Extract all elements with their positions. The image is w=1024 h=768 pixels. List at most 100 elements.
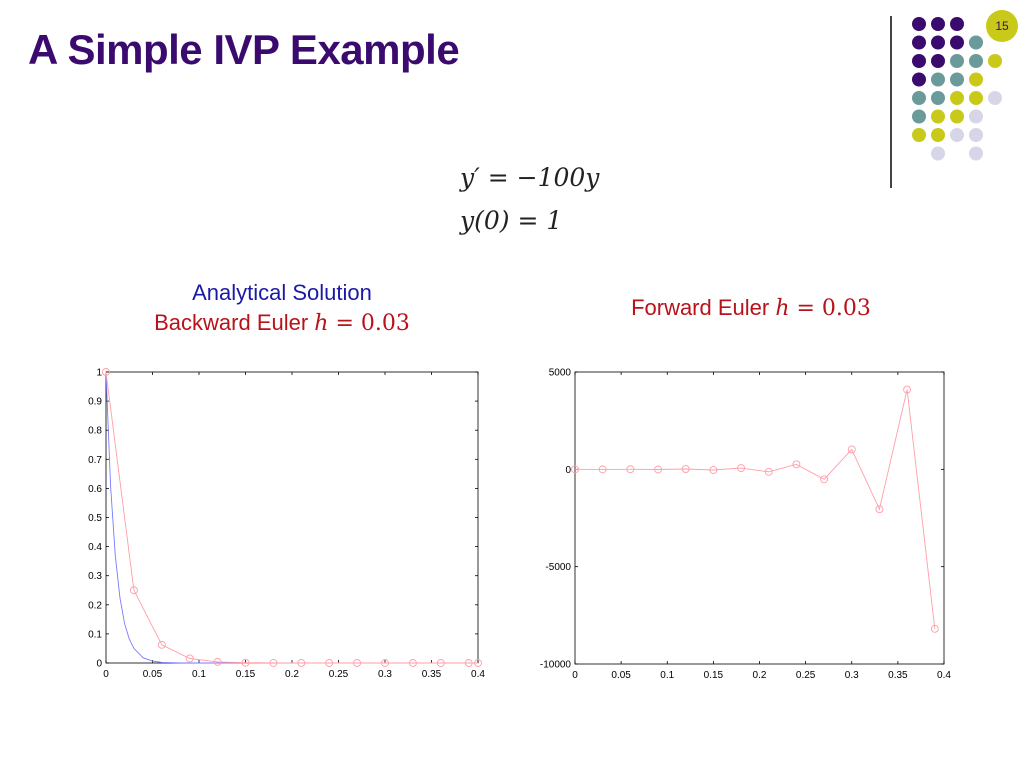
y-tick-label: 0.2: [88, 600, 102, 611]
data-point: [875, 505, 884, 514]
caption-backward-euler-text: Backward Euler: [154, 310, 315, 335]
decorative-dot: [912, 54, 926, 68]
x-tick-label: 0.05: [611, 670, 631, 681]
decorative-dot: [912, 91, 926, 105]
x-tick-label: 0.35: [888, 670, 908, 681]
equation-initial-condition: y(0) = 1: [460, 206, 563, 235]
series-line-1: [105, 371, 478, 664]
data-point: [185, 654, 194, 663]
decorative-dot: [912, 109, 926, 124]
data-point: [820, 475, 829, 484]
decorative-dot: [931, 109, 945, 124]
y-tick-label: 0.3: [88, 571, 102, 582]
series-line-0: [574, 389, 936, 629]
y-tick-label: 1: [96, 368, 102, 379]
decorative-dot: [912, 72, 926, 87]
ivp-equations: y′ = −100y y(0) = 1: [460, 156, 599, 242]
y-tick-label: 0.6: [88, 484, 102, 495]
decorative-dot: [912, 17, 926, 31]
y-tick-label: 0: [96, 659, 102, 670]
caption-forward-euler: Forward Euler h = 0.03: [598, 293, 904, 324]
data-point: [930, 624, 939, 633]
decorative-dot: [950, 54, 964, 68]
y-tick-label: 0.7: [88, 455, 102, 466]
y-tick-label: -10000: [540, 660, 572, 671]
x-tick-label: 0.1: [660, 670, 674, 681]
data-point: [157, 640, 166, 649]
caption-forward-euler-text: Forward Euler: [631, 295, 776, 320]
equation-ode: y′ = −100y: [460, 163, 600, 192]
right-plot-caption: Forward Euler h = 0.03: [598, 293, 904, 324]
caption-analytical: Analytical Solution: [192, 280, 372, 305]
y-tick-label: 0.5: [88, 513, 102, 524]
x-tick-label: 0.05: [143, 669, 163, 680]
caption-forward-euler-var: h: [775, 296, 790, 321]
x-tick-label: 0.4: [937, 670, 951, 681]
decorative-dot: [969, 35, 983, 50]
y-tick-label: 0.9: [88, 397, 102, 408]
decorative-dot: [931, 35, 945, 50]
decorative-dot: [950, 91, 964, 105]
data-point: [102, 368, 110, 376]
plot-frame: [574, 371, 945, 665]
data-point: [464, 659, 473, 667]
x-tick-label: 0.25: [329, 669, 349, 680]
data-point: [681, 465, 690, 473]
x-tick-label: 0.4: [471, 669, 485, 680]
data-point: [654, 465, 662, 474]
decorative-dot: [969, 91, 983, 105]
caption-backward-euler-var: h: [314, 311, 329, 336]
decorative-dot: [931, 54, 945, 68]
data-point: [297, 659, 306, 667]
decorative-dot: [950, 109, 964, 124]
data-point: [598, 465, 607, 474]
data-point: [213, 657, 222, 666]
x-tick-label: 0.2: [753, 670, 767, 681]
data-point: [129, 586, 138, 595]
y-tick-label: -5000: [545, 562, 571, 573]
data-point: [903, 385, 912, 394]
forward-euler-plot: 0 0.05 0.1 0.15 0.2 0.25 0.3 0.35 0.4 -10000 -5000…: [540, 368, 952, 682]
y-tick-label: 0.1: [88, 629, 102, 640]
y-tick-label: 0.4: [88, 542, 102, 553]
x-tick-label: 0.1: [192, 669, 206, 680]
decorative-dot: [931, 72, 945, 87]
decorative-dot: [950, 17, 964, 31]
x-tick-label: 0.15: [704, 670, 724, 681]
data-point: [626, 465, 635, 474]
data-point: [792, 460, 801, 469]
y-tick-label: 0.8: [88, 426, 102, 437]
data-point: [847, 445, 856, 454]
data-point: [408, 659, 417, 667]
decorative-dot: [950, 72, 964, 87]
y-tick-label: 5000: [549, 368, 572, 379]
decorative-dot: [969, 72, 983, 87]
data-point: [353, 659, 362, 667]
data-point: [436, 659, 445, 667]
data-point: [325, 659, 334, 667]
divider-line: [890, 16, 892, 188]
left-plot-caption: Analytical Solution Backward Euler h = 0…: [122, 278, 442, 339]
slide-title: A Simple IVP Example: [28, 26, 460, 73]
decorative-dot: [950, 128, 964, 142]
decorative-dot: [912, 35, 926, 50]
data-point: [269, 658, 278, 667]
decorative-dot: [969, 128, 983, 142]
x-tick-label: 0: [103, 669, 109, 680]
caption-backward-euler: Backward Euler h = 0.03: [122, 308, 442, 339]
data-point: [241, 658, 250, 667]
decorative-dot: [931, 146, 945, 161]
caption-forward-euler-value: = 0.03: [789, 296, 871, 321]
data-point: [764, 467, 773, 476]
decorative-dot: [931, 128, 945, 142]
x-tick-label: 0.2: [285, 669, 299, 680]
x-tick-label: 0.35: [422, 669, 442, 680]
decorative-dot: [931, 91, 945, 105]
decorative-dot: [969, 54, 983, 68]
x-tick-label: 0.25: [796, 670, 816, 681]
x-tick-label: 0: [572, 670, 578, 681]
y-tick-label: 0: [565, 465, 571, 476]
decorative-dot: [950, 35, 964, 50]
plot-frame: [105, 371, 479, 664]
data-point: [709, 466, 718, 474]
